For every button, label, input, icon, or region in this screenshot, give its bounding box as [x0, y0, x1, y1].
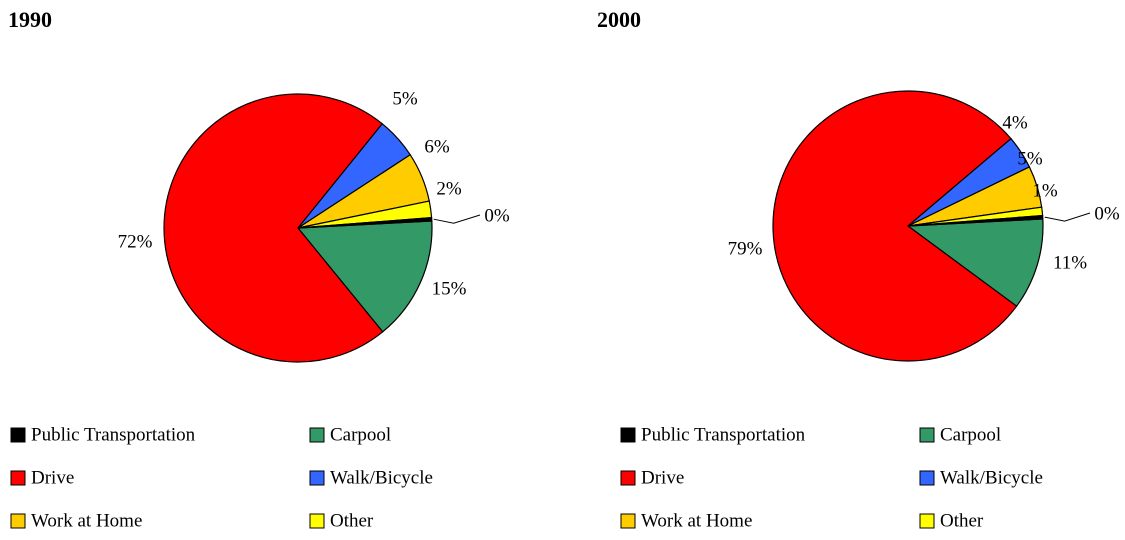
legend-swatch [919, 427, 935, 443]
legend-swatch [10, 427, 26, 443]
legend-swatch [10, 470, 26, 486]
leader-line [433, 214, 481, 224]
data-label: 4% [1002, 112, 1028, 133]
data-label: 79% [728, 238, 763, 259]
data-label: 0% [484, 205, 510, 226]
legend-swatch [620, 427, 636, 443]
pie-slice [297, 216, 433, 229]
legend-label: Walk/Bicycle [940, 467, 1043, 488]
legend-label: Drive [31, 467, 74, 488]
legend-swatch [620, 513, 636, 529]
data-label: 11% [1053, 252, 1087, 273]
pie-slice [163, 93, 384, 363]
leader-line [1044, 212, 1091, 222]
legend-label: Other [940, 510, 984, 531]
pie-slice [296, 220, 433, 333]
legend-label: Public Transportation [641, 424, 806, 445]
legend-label: Carpool [330, 424, 391, 445]
pie-slice [772, 90, 1018, 362]
data-label: 15% [432, 278, 467, 299]
legend-swatch [10, 513, 26, 529]
data-label: 1% [1032, 180, 1058, 201]
legend-label: Public Transportation [31, 424, 196, 445]
legend-swatch [309, 513, 325, 529]
legend-label: Work at Home [641, 510, 752, 531]
legend-swatch [309, 427, 325, 443]
data-label: 6% [424, 136, 450, 157]
pie-slice [907, 214, 1044, 227]
chart-title: 1990 [8, 7, 52, 32]
legend-swatch [919, 513, 935, 529]
legend-label: Work at Home [31, 510, 142, 531]
data-label: 5% [392, 88, 418, 109]
legend-swatch [620, 470, 636, 486]
data-label: 2% [436, 178, 462, 199]
legend-label: Walk/Bicycle [330, 467, 433, 488]
chart-title: 2000 [597, 7, 641, 32]
data-label: 0% [1094, 203, 1120, 224]
legend-swatch [309, 470, 325, 486]
legend-label: Carpool [940, 424, 1001, 445]
data-label: 5% [1017, 148, 1043, 169]
legend-label: Drive [641, 467, 684, 488]
pie-slice [906, 218, 1044, 308]
legend-label: Other [330, 510, 374, 531]
data-label: 72% [118, 231, 153, 252]
legend-swatch [919, 470, 935, 486]
